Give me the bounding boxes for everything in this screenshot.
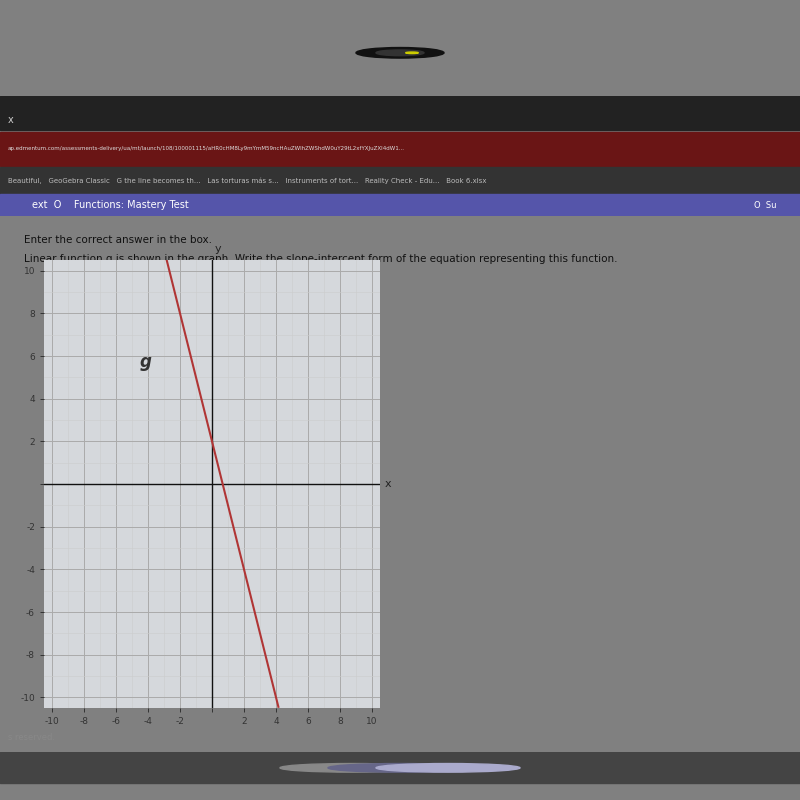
Bar <box>0 194 800 216</box>
Text: x: x <box>8 115 14 125</box>
Text: O  Su: O Su <box>754 201 776 210</box>
Bar <box>0 166 800 194</box>
Text: Enter the correct answer in the box.: Enter the correct answer in the box. <box>24 234 212 245</box>
Circle shape <box>376 763 520 772</box>
Circle shape <box>280 763 424 772</box>
Bar <box>0 752 800 783</box>
Text: g: g <box>140 353 152 370</box>
Text: ext  O    Functions: Mastery Test: ext O Functions: Mastery Test <box>32 200 189 210</box>
Circle shape <box>328 763 472 772</box>
Text: Beautiful,   GeoGebra Classic   G the line becomes th...   Las torturas más s...: Beautiful, GeoGebra Classic G the line b… <box>8 178 486 184</box>
Circle shape <box>356 47 444 58</box>
Circle shape <box>406 52 418 54</box>
Text: y: y <box>215 244 222 254</box>
Bar <box>0 96 800 130</box>
Text: x: x <box>385 479 391 489</box>
Bar <box>0 132 800 166</box>
Text: ap.edmentum.com/assessments-delivery/ua/mt/launch/108/100001115/aHR0cHM8Ly9mYmM5: ap.edmentum.com/assessments-delivery/ua/… <box>8 146 405 151</box>
Text: s reserved.: s reserved. <box>8 734 55 742</box>
Text: Linear function g is shown in the graph. Write the slope-intercept form of the e: Linear function g is shown in the graph.… <box>24 254 618 263</box>
Circle shape <box>376 50 424 56</box>
